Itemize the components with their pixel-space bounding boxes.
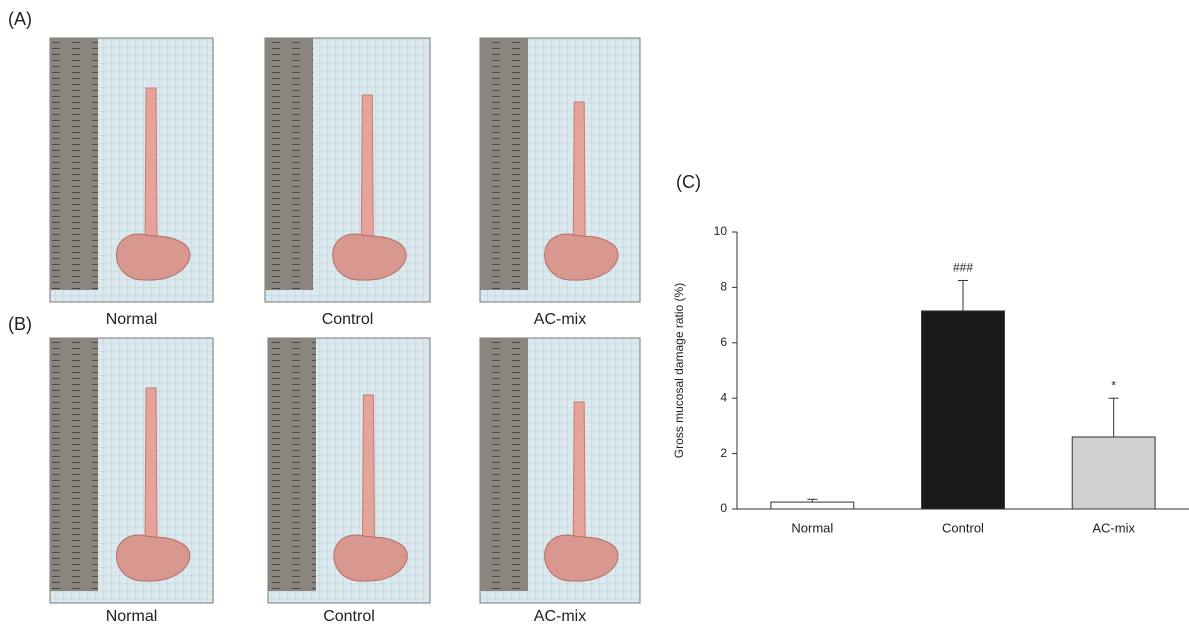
ruler [50, 338, 98, 591]
photo-caption: Normal [106, 311, 158, 328]
bar [771, 502, 854, 509]
photo [50, 338, 213, 603]
photo [50, 38, 213, 302]
ruler [480, 38, 528, 290]
photo-caption: Normal [106, 608, 158, 625]
y-tick-label: 4 [720, 390, 727, 404]
esophagus [573, 402, 585, 543]
photo [480, 38, 640, 302]
esophagus [573, 102, 585, 242]
ruler [480, 338, 528, 591]
photo [480, 338, 640, 603]
esophagus [145, 388, 157, 543]
bar [922, 311, 1005, 509]
photo [265, 38, 430, 302]
y-tick-label: 6 [720, 335, 727, 349]
esophagus [361, 95, 373, 242]
esophagus [145, 88, 157, 242]
figure: (A) Normal Control AC-mix (B) Normal Control AC… [0, 0, 1189, 625]
panel-label: (B) [8, 314, 32, 334]
y-tick-label: 8 [720, 280, 727, 294]
significance-label: ### [953, 261, 973, 275]
photo [268, 338, 430, 603]
photo-caption: Control [322, 311, 374, 328]
y-tick-label: 2 [720, 446, 727, 460]
ruler [50, 38, 98, 290]
y-tick-label: 0 [720, 501, 727, 515]
x-tick-label: Control [942, 520, 984, 535]
panel-label: (A) [8, 9, 32, 29]
bar [1072, 437, 1155, 509]
x-tick-label: Normal [791, 520, 833, 535]
ruler [268, 338, 316, 591]
y-axis-label: Gross mucosal damage ratio (%) [672, 283, 686, 458]
esophagus [362, 395, 374, 543]
photo-caption: AC-mix [534, 311, 586, 328]
panel-label: (C) [676, 172, 701, 192]
y-tick-label: 10 [714, 224, 728, 238]
x-tick-label: AC-mix [1092, 520, 1135, 535]
photo-caption: AC-mix [534, 608, 586, 625]
photo-caption: Control [323, 608, 375, 625]
ruler [265, 38, 313, 290]
significance-label: * [1111, 378, 1116, 392]
